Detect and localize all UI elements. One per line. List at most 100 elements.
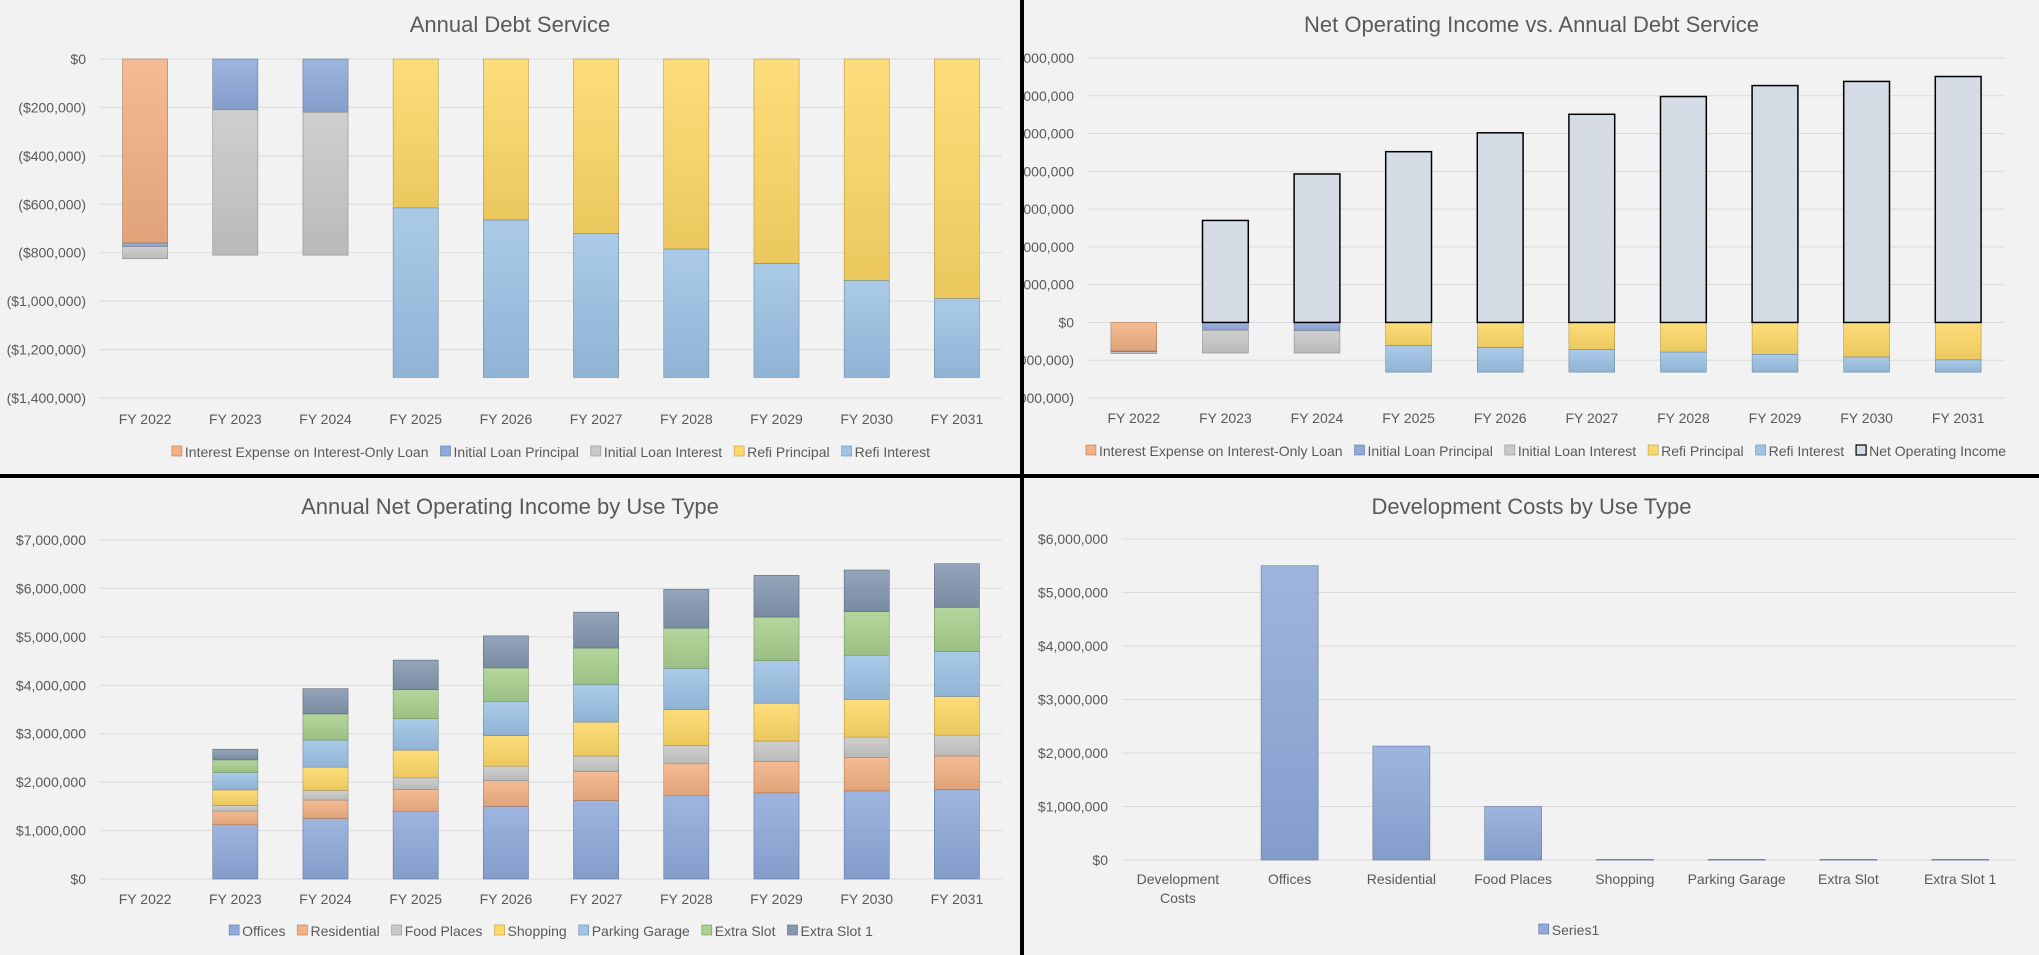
bar-refi-principal-fy-2030 bbox=[843, 58, 890, 281]
bar-series1-extra-slot-1 bbox=[1931, 859, 1989, 861]
bar-interest-expense-on-interest-only-loan-fy-2022 bbox=[1110, 322, 1158, 352]
y-tick-label: $3,000,000 bbox=[1024, 201, 1074, 217]
bar-net-operating-income-fy-2026 bbox=[1476, 132, 1524, 324]
bar-offices-fy-2025 bbox=[392, 810, 439, 880]
bar-refi-principal-fy-2025 bbox=[1385, 322, 1432, 346]
x-tick-label: Parking Garage bbox=[1688, 871, 1786, 887]
bar-food-places-fy-2026 bbox=[483, 765, 529, 781]
bar-offices-fy-2031 bbox=[934, 789, 980, 880]
y-tick-label: $4,000,000 bbox=[1024, 163, 1074, 179]
x-tick-label: FY 2031 bbox=[931, 411, 984, 427]
bar-extra-slot-1-fy-2031 bbox=[934, 563, 980, 608]
bar-shopping-fy-2024 bbox=[302, 766, 349, 791]
bar-initial-loan-principal-fy-2023 bbox=[212, 58, 259, 111]
legend-swatch-food-places bbox=[391, 924, 403, 936]
legend-swatch-net-operating-income bbox=[1855, 444, 1867, 456]
y-tick-label: $1,000,000 bbox=[16, 823, 86, 839]
legend-swatch-interest-expense-on-interest-only-loan bbox=[171, 445, 183, 457]
bar-net-operating-income-fy-2031 bbox=[1934, 75, 1982, 324]
bar-extra-slot-fy-2025 bbox=[392, 689, 439, 720]
bar-parking-garage-fy-2028 bbox=[663, 668, 710, 710]
bar-initial-loan-principal-fy-2022 bbox=[122, 242, 168, 247]
bar-interest-expense-on-interest-only-loan-fy-2022 bbox=[122, 58, 168, 244]
bar-refi-interest-fy-2025 bbox=[392, 207, 439, 378]
bar-refi-interest-fy-2026 bbox=[1476, 347, 1524, 373]
bar-shopping-fy-2023 bbox=[212, 789, 259, 806]
bar-extra-slot-1-fy-2025 bbox=[392, 659, 439, 690]
bar-refi-interest-fy-2027 bbox=[1568, 349, 1616, 373]
x-tick-label: FY 2022 bbox=[119, 411, 172, 427]
legend-swatch-refi-interest bbox=[841, 445, 852, 457]
bar-net-operating-income-fy-2027 bbox=[1568, 113, 1616, 324]
annual-debt-service-chart: Annual Debt Service $0 ($200,000) ($400,000… bbox=[0, 0, 1020, 474]
x-tick-label: FY 2024 bbox=[299, 891, 352, 907]
y-tick-label: ($1,000,000) bbox=[7, 293, 86, 309]
legend-label-net-operating-income: Net Operating Income bbox=[1869, 443, 2006, 459]
bar-net-operating-income-fy-2023 bbox=[1201, 219, 1250, 324]
bar-refi-interest-fy-2029 bbox=[1751, 354, 1799, 373]
bar-food-places-fy-2028 bbox=[663, 745, 710, 765]
bar-extra-slot-1-fy-2028 bbox=[663, 589, 710, 629]
x-tick-label: FY 2025 bbox=[389, 891, 442, 907]
y-tick-label: $6,000,000 bbox=[16, 580, 86, 596]
bar-refi-principal-fy-2029 bbox=[753, 58, 800, 264]
bar-residential-fy-2030 bbox=[843, 757, 890, 792]
chart-title: Annual Net Operating Income by Use Type bbox=[301, 494, 719, 519]
legend-swatch-extra-slot bbox=[701, 924, 713, 936]
y-tick-label: $1,000,000 bbox=[1024, 277, 1074, 293]
x-tick-label: FY 2029 bbox=[750, 891, 803, 907]
bar-offices-fy-2028 bbox=[663, 795, 710, 880]
y-tick-label: $3,000,000 bbox=[16, 726, 86, 742]
y-tick-label: $6,000,000 bbox=[1038, 531, 1108, 547]
bar-refi-interest-fy-2026 bbox=[483, 219, 529, 378]
bar-refi-principal-fy-2027 bbox=[573, 58, 619, 234]
bar-initial-loan-interest-fy-2022 bbox=[1110, 351, 1158, 354]
legend-label-parking-garage: Parking Garage bbox=[592, 923, 690, 939]
x-tick-label: FY 2031 bbox=[931, 891, 984, 907]
y-tick-label: ($400,000) bbox=[18, 148, 86, 164]
bar-shopping-fy-2030 bbox=[843, 699, 890, 738]
bar-parking-garage-fy-2027 bbox=[573, 684, 619, 723]
noi-vs-debt-service-svg: Net Operating Income vs. Annual Debt Ser… bbox=[1024, 12, 2006, 459]
x-tick-label: FY 2029 bbox=[750, 411, 803, 427]
y-tick-label: ($1,400,000) bbox=[7, 390, 86, 406]
y-tick-label: $0 bbox=[70, 871, 86, 887]
chart-title: Annual Debt Service bbox=[410, 12, 611, 37]
x-tick-label: Residential bbox=[1367, 871, 1436, 887]
bar-refi-principal-fy-2026 bbox=[1476, 322, 1524, 348]
bar-food-places-fy-2024 bbox=[302, 790, 349, 801]
y-tick-label: $6,000,000 bbox=[1024, 88, 1074, 104]
x-tick-label: FY 2029 bbox=[1749, 410, 1802, 426]
bar-refi-principal-fy-2031 bbox=[1934, 322, 1982, 361]
bar-refi-principal-fy-2025 bbox=[392, 58, 439, 209]
y-tick-label: $3,000,000 bbox=[1038, 692, 1108, 708]
y-tick-label: ($1,200,000) bbox=[7, 342, 86, 358]
bar-food-places-fy-2027 bbox=[573, 755, 619, 772]
legend-swatch-initial-loan-principal bbox=[440, 445, 451, 457]
y-tick-label: ($2,000,000) bbox=[1024, 390, 1074, 406]
y-tick-label: $7,000,000 bbox=[16, 532, 86, 548]
bar-shopping-fy-2027 bbox=[573, 721, 619, 757]
bar-refi-interest-fy-2031 bbox=[1934, 359, 1982, 373]
x-tick-label: Development bbox=[1137, 871, 1220, 887]
bar-initial-loan-principal-fy-2023 bbox=[1202, 322, 1249, 331]
bar-residential-fy-2025 bbox=[392, 789, 439, 812]
bar-extra-slot-1-fy-2030 bbox=[843, 569, 890, 612]
x-tick-label: FY 2022 bbox=[119, 891, 172, 907]
bar-refi-principal-fy-2028 bbox=[1660, 322, 1707, 353]
chart-legend: Interest Expense on Interest-Only Loan In… bbox=[1085, 443, 2006, 459]
legend-swatch-initial-loan-interest bbox=[590, 445, 602, 457]
legend-label-refi-principal: Refi Principal bbox=[1661, 443, 1743, 459]
noi-by-use-type-chart: Annual Net Operating Income by Use Type $… bbox=[0, 478, 1020, 955]
bar-refi-interest-fy-2028 bbox=[1660, 351, 1707, 373]
x-tick-label: FY 2027 bbox=[1565, 410, 1618, 426]
x-tick-label: FY 2030 bbox=[840, 891, 893, 907]
x-tick-label: FY 2028 bbox=[660, 411, 713, 427]
bar-parking-garage-fy-2025 bbox=[392, 718, 439, 751]
x-tick-label: Extra Slot 1 bbox=[1924, 871, 1997, 887]
bar-initial-loan-interest-fy-2024 bbox=[302, 111, 349, 256]
bar-series1-parking-garage bbox=[1707, 859, 1766, 861]
bar-offices-fy-2029 bbox=[753, 792, 800, 880]
bar-parking-garage-fy-2023 bbox=[212, 772, 259, 791]
chart-title: Development Costs by Use Type bbox=[1372, 494, 1692, 519]
